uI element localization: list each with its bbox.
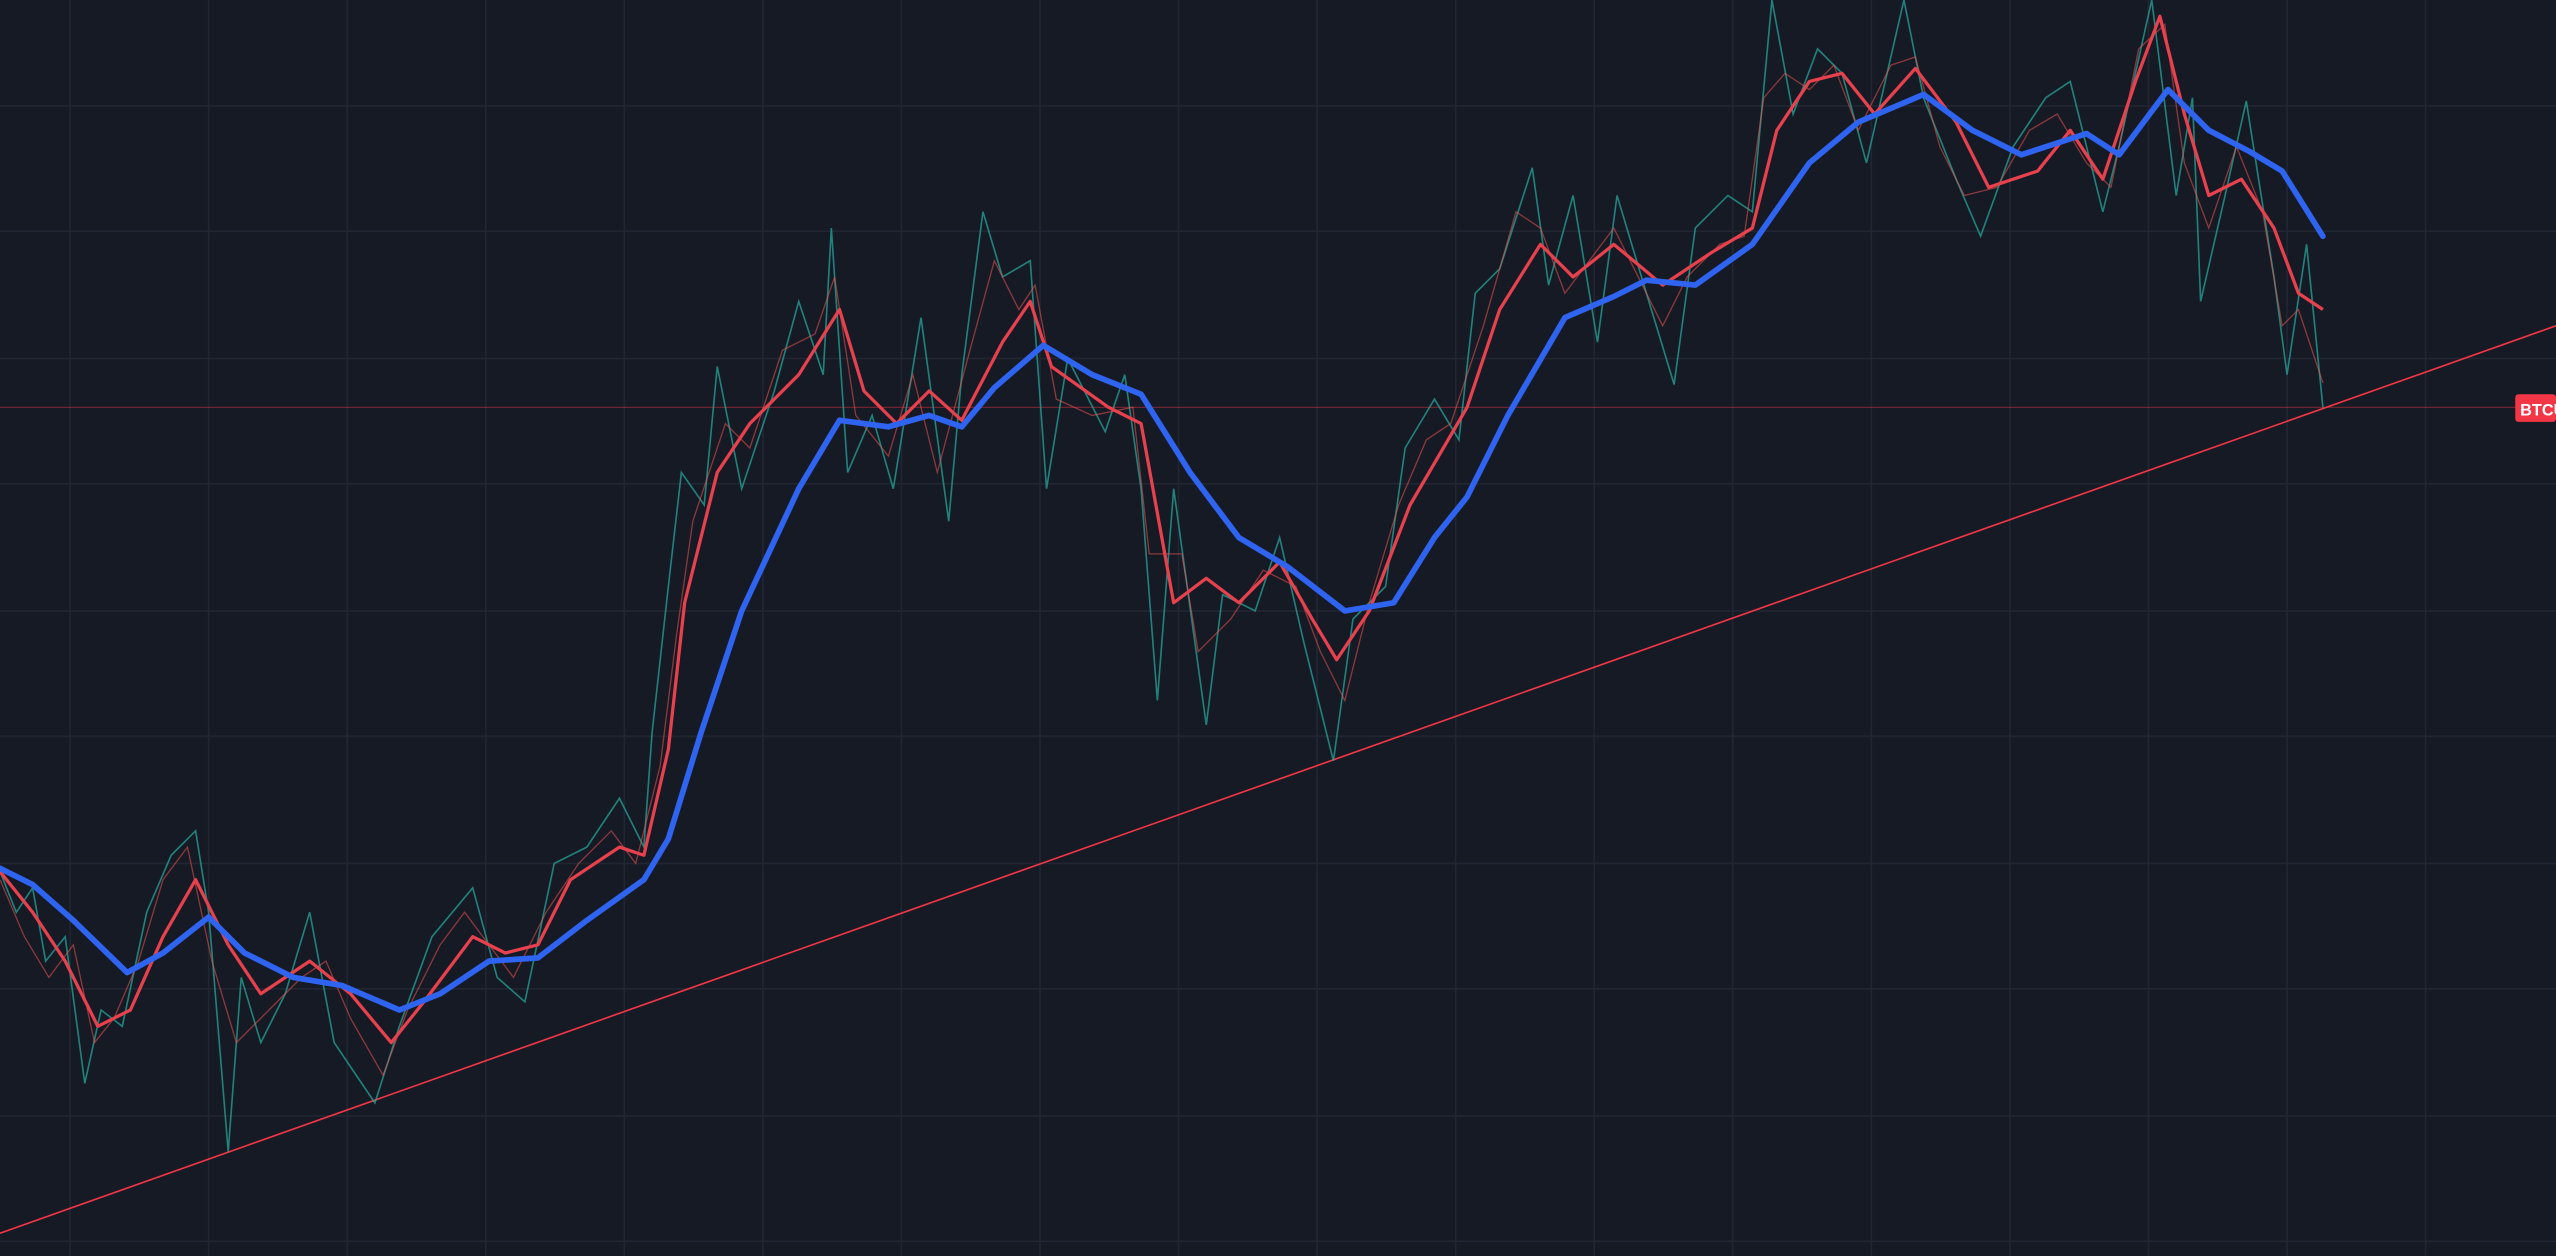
slow-moving-average [0,86,2326,1013]
fast-moving-average [0,14,2324,1045]
trend-line [0,325,2556,1234]
price-tag-label: BTCU [2520,401,2556,419]
price-tag: BTCU [2515,394,2556,422]
price-tag-box [2515,394,2556,422]
